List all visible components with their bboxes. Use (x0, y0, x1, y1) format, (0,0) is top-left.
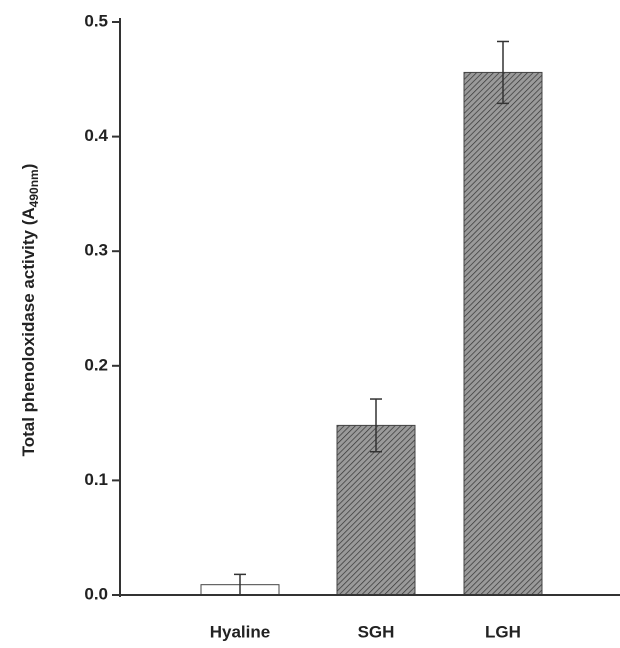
y-tick-label: 0.4 (84, 126, 108, 145)
error-bar (497, 40, 509, 105)
y-tick-label: 0.2 (84, 355, 108, 374)
y-label-subscript: 490nm (27, 169, 41, 207)
error-bar (370, 398, 382, 453)
y-tick-label: 0.0 (84, 584, 108, 603)
y-label-suffix: ) (19, 164, 38, 170)
x-tick-label: Hyaline (210, 622, 270, 641)
y-tick-label: 0.3 (84, 241, 108, 260)
y-tick-label: 0.5 (84, 11, 108, 30)
y-tick-label: 0.1 (84, 470, 108, 489)
y-label-text: Total phenoloxidase activity (A (19, 207, 38, 456)
x-tick-label: SGH (358, 622, 395, 641)
bar (463, 71, 543, 596)
y-axis-label: Total phenoloxidase activity (A490nm) (19, 164, 41, 457)
x-tick-label: LGH (485, 622, 521, 641)
bar (336, 424, 416, 596)
